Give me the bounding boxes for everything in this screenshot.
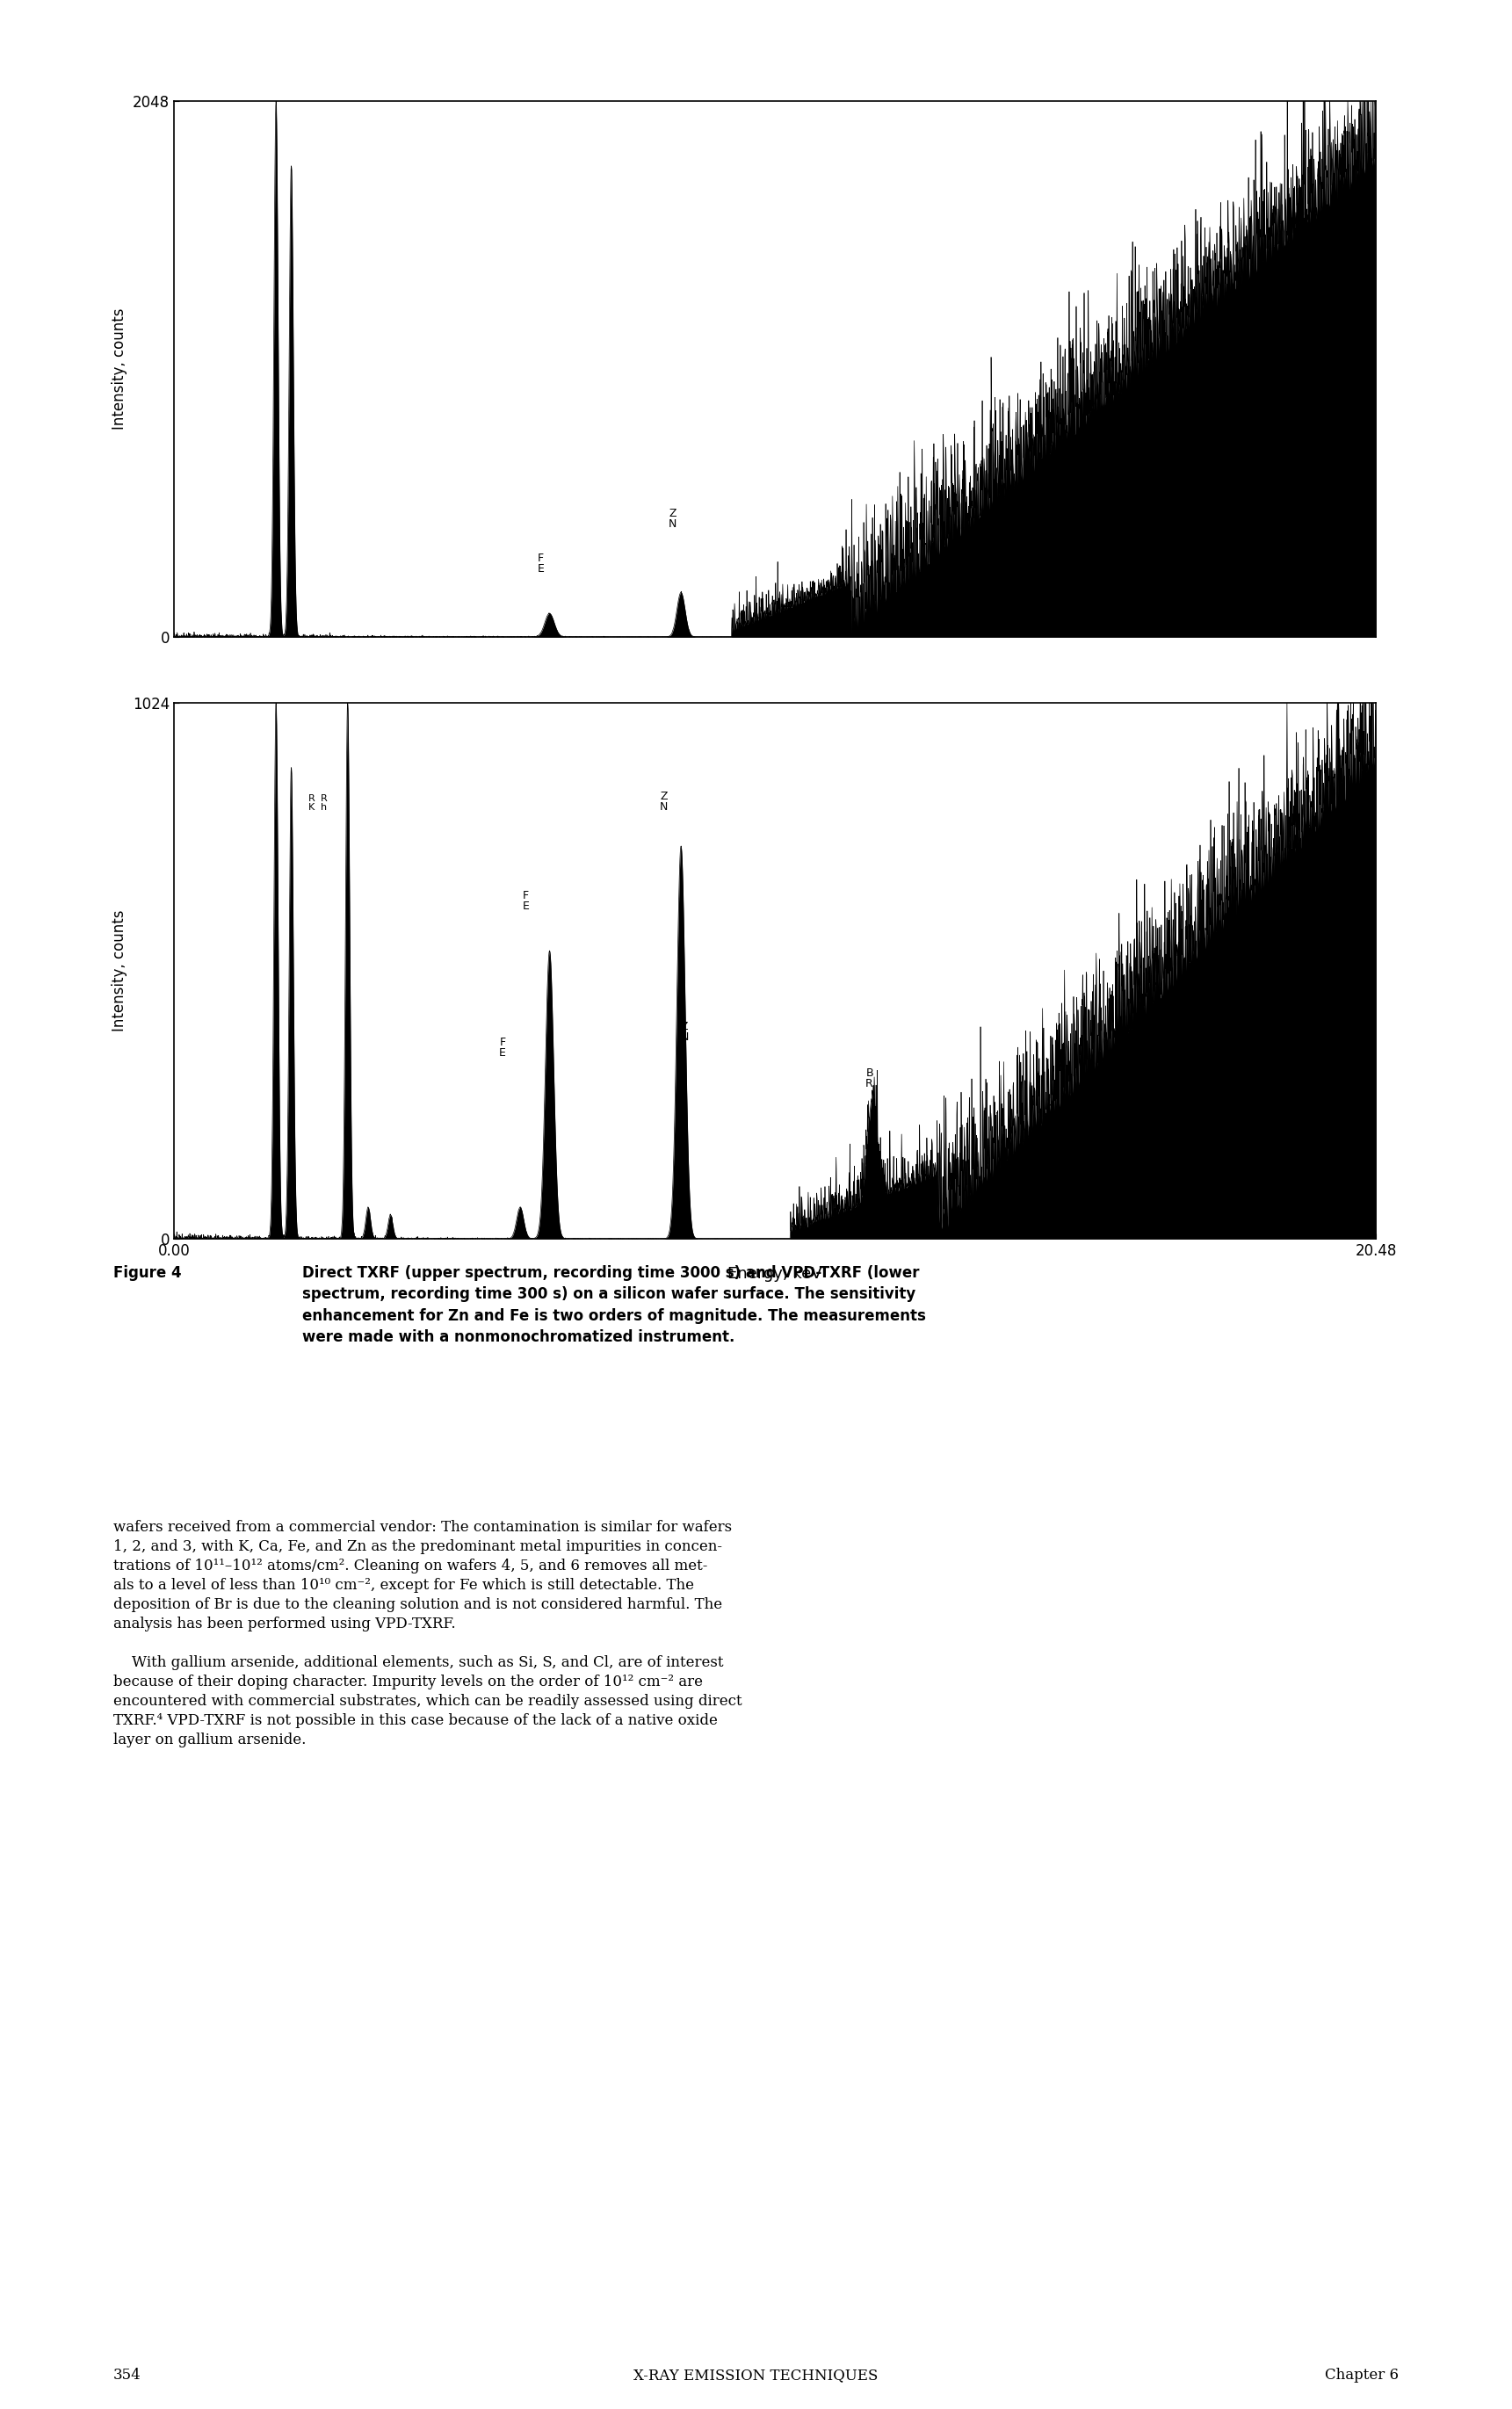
Text: F
E: F E	[537, 552, 544, 573]
Text: Z
N: Z N	[659, 790, 668, 812]
Text: 1, 2, and 3, with K, Ca, Fe, and Zn as the predominant metal impurities in conce: 1, 2, and 3, with K, Ca, Fe, and Zn as t…	[113, 1539, 723, 1554]
Text: Chapter 6: Chapter 6	[1325, 2368, 1399, 2383]
Text: F
E: F E	[499, 1036, 507, 1058]
Text: R
h: R h	[321, 795, 327, 812]
Text: With gallium arsenide, additional elements, such as Si, S, and Cl, are of intere: With gallium arsenide, additional elemen…	[113, 1655, 724, 1669]
Text: deposition of Br is due to the cleaning solution and is not considered harmful. : deposition of Br is due to the cleaning …	[113, 1597, 723, 1612]
Text: Z
N: Z N	[668, 508, 677, 530]
Text: TXRF.⁴ VPD-TXRF is not possible in this case because of the lack of a native oxi: TXRF.⁴ VPD-TXRF is not possible in this …	[113, 1713, 718, 1727]
Text: wafers received from a commercial vendor: The contamination is similar for wafer: wafers received from a commercial vendor…	[113, 1520, 732, 1535]
Text: because of their doping character. Impurity levels on the order of 10¹² cm⁻² are: because of their doping character. Impur…	[113, 1674, 703, 1689]
Text: Z
N: Z N	[680, 1021, 688, 1043]
Text: Direct TXRF (upper spectrum, recording time 3000 s) and VPD-TXRF (lower
spectrum: Direct TXRF (upper spectrum, recording t…	[302, 1265, 925, 1344]
Text: 354: 354	[113, 2368, 141, 2383]
Text: X-RAY EMISSION TECHNIQUES: X-RAY EMISSION TECHNIQUES	[634, 2368, 878, 2383]
Text: Figure 4: Figure 4	[113, 1265, 181, 1282]
Text: F
E: F E	[523, 889, 529, 911]
Y-axis label: Intensity, counts: Intensity, counts	[112, 911, 127, 1031]
Text: B
R: B R	[865, 1067, 874, 1089]
Text: layer on gallium arsenide.: layer on gallium arsenide.	[113, 1732, 305, 1747]
Text: als to a level of less than 10¹⁰ cm⁻², except for Fe which is still detectable. : als to a level of less than 10¹⁰ cm⁻², e…	[113, 1578, 694, 1592]
Text: encountered with commercial substrates, which can be readily assessed using dire: encountered with commercial substrates, …	[113, 1694, 742, 1708]
X-axis label: Energy, keV: Energy, keV	[727, 1267, 823, 1282]
Text: R
K: R K	[308, 795, 314, 812]
Text: analysis has been performed using VPD-TXRF.: analysis has been performed using VPD-TX…	[113, 1616, 455, 1631]
Y-axis label: Intensity, counts: Intensity, counts	[112, 308, 127, 429]
Text: trations of 10¹¹–10¹² atoms/cm². Cleaning on wafers 4, 5, and 6 removes all met-: trations of 10¹¹–10¹² atoms/cm². Cleanin…	[113, 1559, 708, 1573]
